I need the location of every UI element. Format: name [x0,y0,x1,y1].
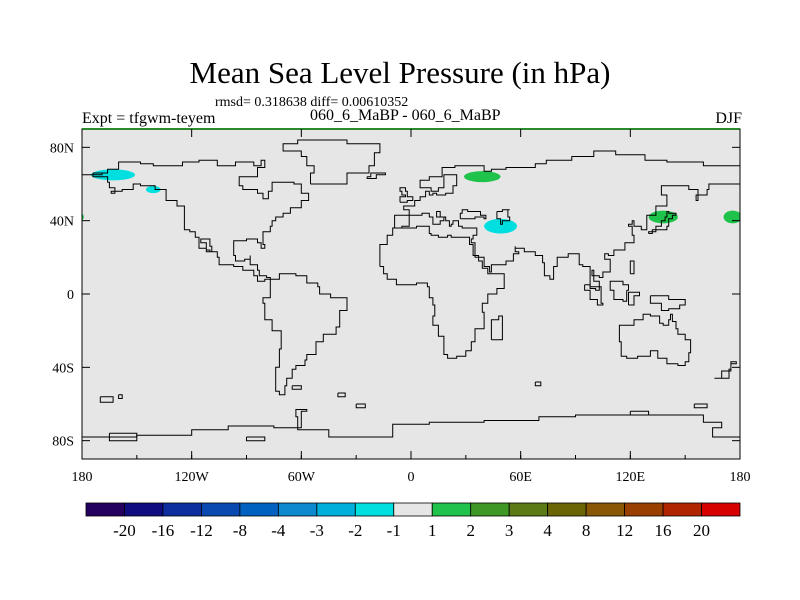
colorbar-box [431,502,472,517]
coastline-7 [459,209,487,220]
coastline-19 [246,436,266,442]
colorbar-box [585,502,625,517]
coastline-17 [82,409,740,441]
colorbar-box [662,502,702,517]
anomaly-region-0 [91,169,136,181]
y-tick-label: 80N [50,141,74,156]
coastline-4 [394,150,740,228]
colorbar-label: 16 [655,521,672,540]
anomaly-region-4 [648,210,678,224]
colorbar-label: 8 [582,521,591,540]
colorbar-box [701,502,741,517]
x-tick-label: 180 [72,470,93,485]
coastline-15 [366,172,386,179]
chart-title: Mean Sea Level Pressure (in hPa) [189,55,611,90]
y-tick-label: 0 [67,288,74,303]
coastlines [82,139,740,442]
colorbar-label: 1 [428,521,437,540]
anomaly-region-5 [723,210,740,224]
colorbar-label: -3 [310,521,324,540]
x-tick-label: 120W [175,470,210,485]
coastline-12 [649,295,686,311]
colorbar-box [277,502,318,517]
coastline-2 [282,139,381,185]
colorbar-label: -2 [348,521,362,540]
x-tick-label: 120E [616,470,646,485]
colorbar-label: 12 [616,521,633,540]
colorbar-box [316,502,356,517]
coastline-22 [291,385,302,390]
coastline-23 [534,381,542,387]
coastline-16 [714,361,737,379]
colorbar-label: -20 [113,521,136,540]
colorbar-label: 20 [693,521,710,540]
colorbar-box [393,502,433,517]
coastline-3 [379,225,505,359]
colorbar-box [239,502,279,517]
coastline-13 [648,211,677,234]
colorbar: -20 -16 -12 -8 -4 -3 -2 -1 1 2 3 4 8 12 16 20 [85,502,741,540]
x-tick-label: 0 [408,470,415,485]
x-tick-label: 180 [730,470,751,485]
coastline-28 [609,280,629,302]
coastline-9 [618,313,692,366]
coastline-26 [629,410,650,416]
x-tick-label: 60W [288,470,316,485]
coastline-5 [82,173,103,176]
coastline-24 [337,392,346,398]
colorbar-box [354,502,395,517]
coastline-14 [399,187,414,203]
coastline-6 [394,183,740,291]
coastline-30 [629,260,635,275]
coastline-27 [355,403,366,409]
colorbar-box [508,502,549,517]
coastline-8 [496,209,511,225]
colorbar-box [124,502,164,517]
colorbar-label: -16 [152,521,175,540]
coastline-29 [628,291,640,306]
plot-background [82,129,740,459]
anomaly-region-2 [484,218,518,234]
coastline-20 [99,396,114,403]
y-tick-label: 80S [52,435,74,450]
colorbar-box [85,502,125,517]
colorbar-box [201,502,241,517]
colorbar-label: 3 [505,521,514,540]
coastline-0 [92,159,310,282]
y-tick-label: 40S [52,361,74,376]
x-tick-label: 60E [509,470,532,485]
experiment-label: Expt = tfgwm-teyem [82,110,216,127]
anomaly-region-6 [82,213,84,221]
coastline-21 [118,394,123,399]
colorbar-label: -12 [190,521,213,540]
colorbar-label: 2 [466,521,475,540]
colorbar-box [624,502,664,517]
colorbar-box [470,502,510,517]
axis-ticks: 180 120W 60W 0 60E 120E 180 80N 40N 0 40S 80S [50,129,751,485]
colorbar-box [547,502,587,517]
coastline-25 [693,403,708,409]
coastline-11 [584,284,604,306]
coastline-18 [108,432,138,442]
y-tick-label: 40N [50,215,74,230]
colorbar-label: -8 [233,521,247,540]
coastline-1 [262,273,348,396]
colorbar-label: -1 [387,521,401,540]
anomaly-regions [82,169,740,234]
experiment-comparison-label: 060_6_MaBP - 060_6_MaBP [310,107,501,124]
anomaly-region-3 [464,171,501,183]
colorbar-box [162,502,202,517]
colorbar-label: 4 [543,521,552,540]
season-label: DJF [715,110,742,127]
coastline-10 [490,315,503,341]
stats-label: rmsd= 0.318638 diff= 0.00610352 [215,95,409,110]
colorbar-label: -4 [271,521,286,540]
anomaly-region-1 [145,185,161,194]
